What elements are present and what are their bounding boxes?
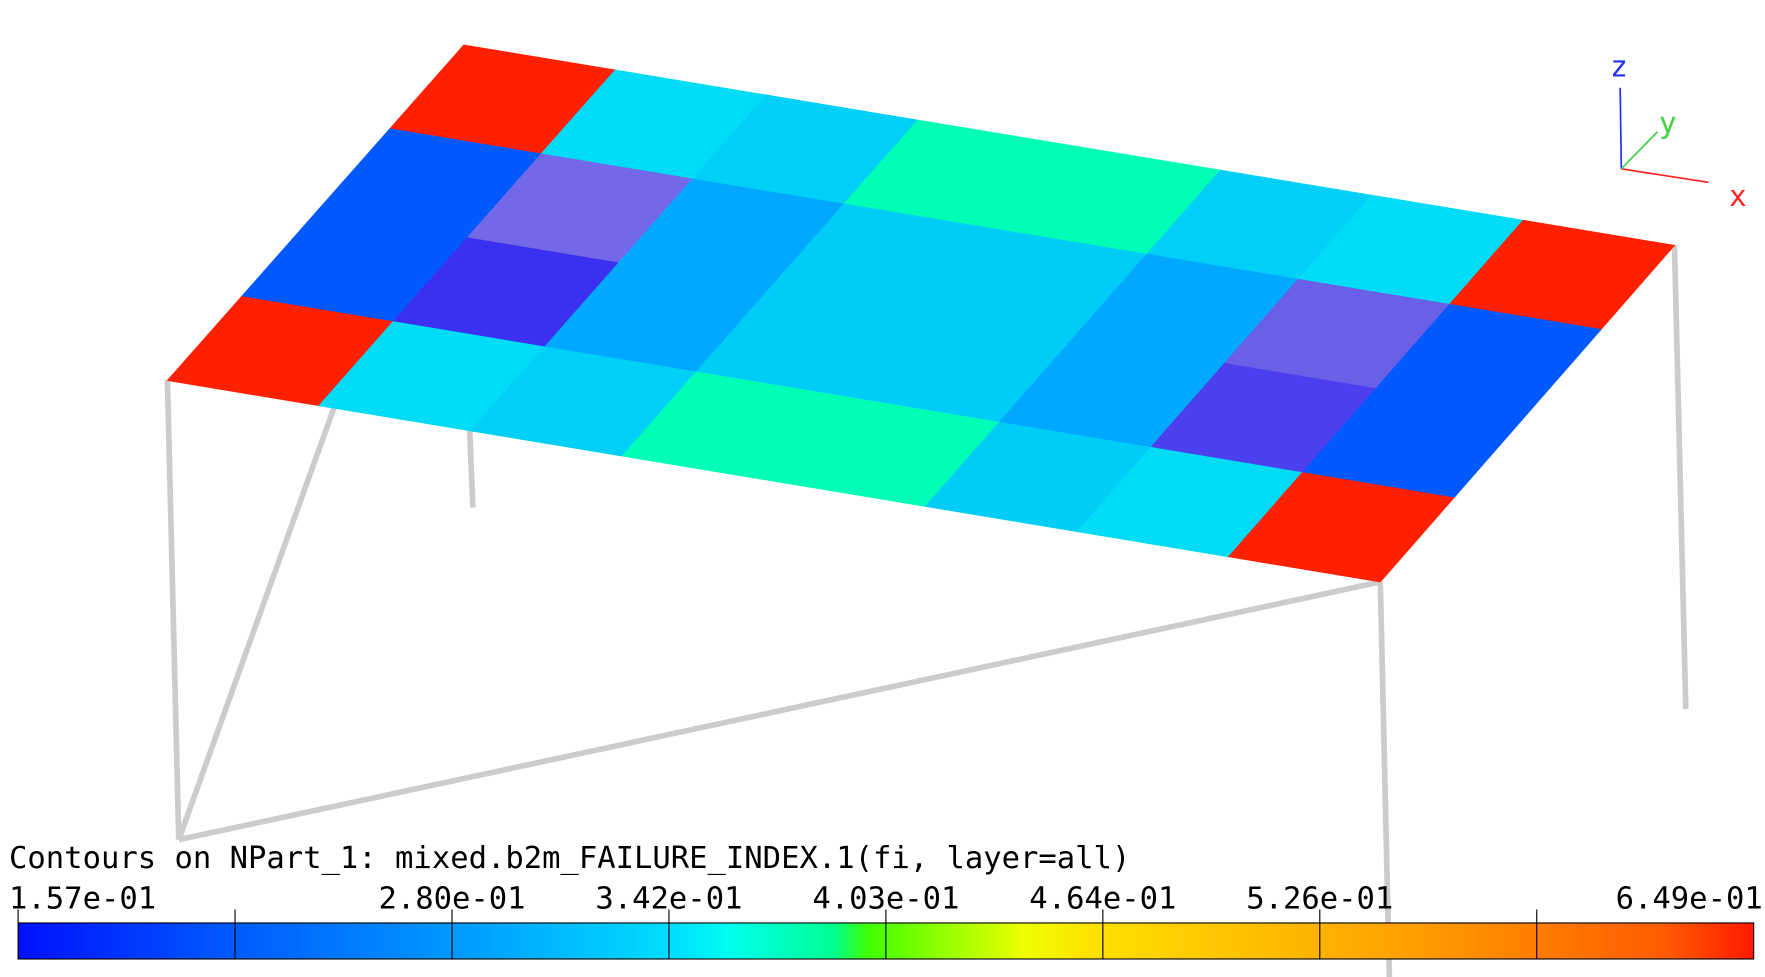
legend-label: 4.64e-01 (1029, 881, 1176, 916)
legend-label: 5.26e-01 (1246, 881, 1393, 916)
y-axis (1620, 131, 1659, 170)
brace (178, 579, 1381, 843)
leg (466, 427, 476, 508)
legend-label: 2.80e-01 (378, 881, 525, 916)
z-label: z (1610, 50, 1628, 84)
y-label: y (1659, 106, 1677, 140)
z-axis (1619, 87, 1623, 169)
legend-label: 3.42e-01 (595, 881, 742, 916)
leg (1377, 581, 1393, 977)
contour-title: Contours on NPart_1: mixed.b2m_FAILURE_I… (9, 841, 1130, 876)
frame-legs (164, 245, 1689, 977)
legend-label: 1.57e-01 (9, 881, 156, 916)
leg (164, 380, 182, 840)
legend-label: 6.49e-01 (1616, 881, 1763, 916)
color-legend: 1.57e-01 2.80e-01 3.42e-01 4.03e-01 4.64e-01… (9, 881, 1763, 960)
x-axis (1621, 168, 1709, 184)
element-cell (1227, 472, 1455, 583)
legend-label: 4.03e-01 (812, 881, 959, 916)
leg (1671, 245, 1689, 710)
x-label: x (1729, 179, 1747, 213)
contour-plate (166, 44, 1676, 583)
brace (176, 404, 338, 841)
axis-triad: z y x (1610, 50, 1747, 213)
